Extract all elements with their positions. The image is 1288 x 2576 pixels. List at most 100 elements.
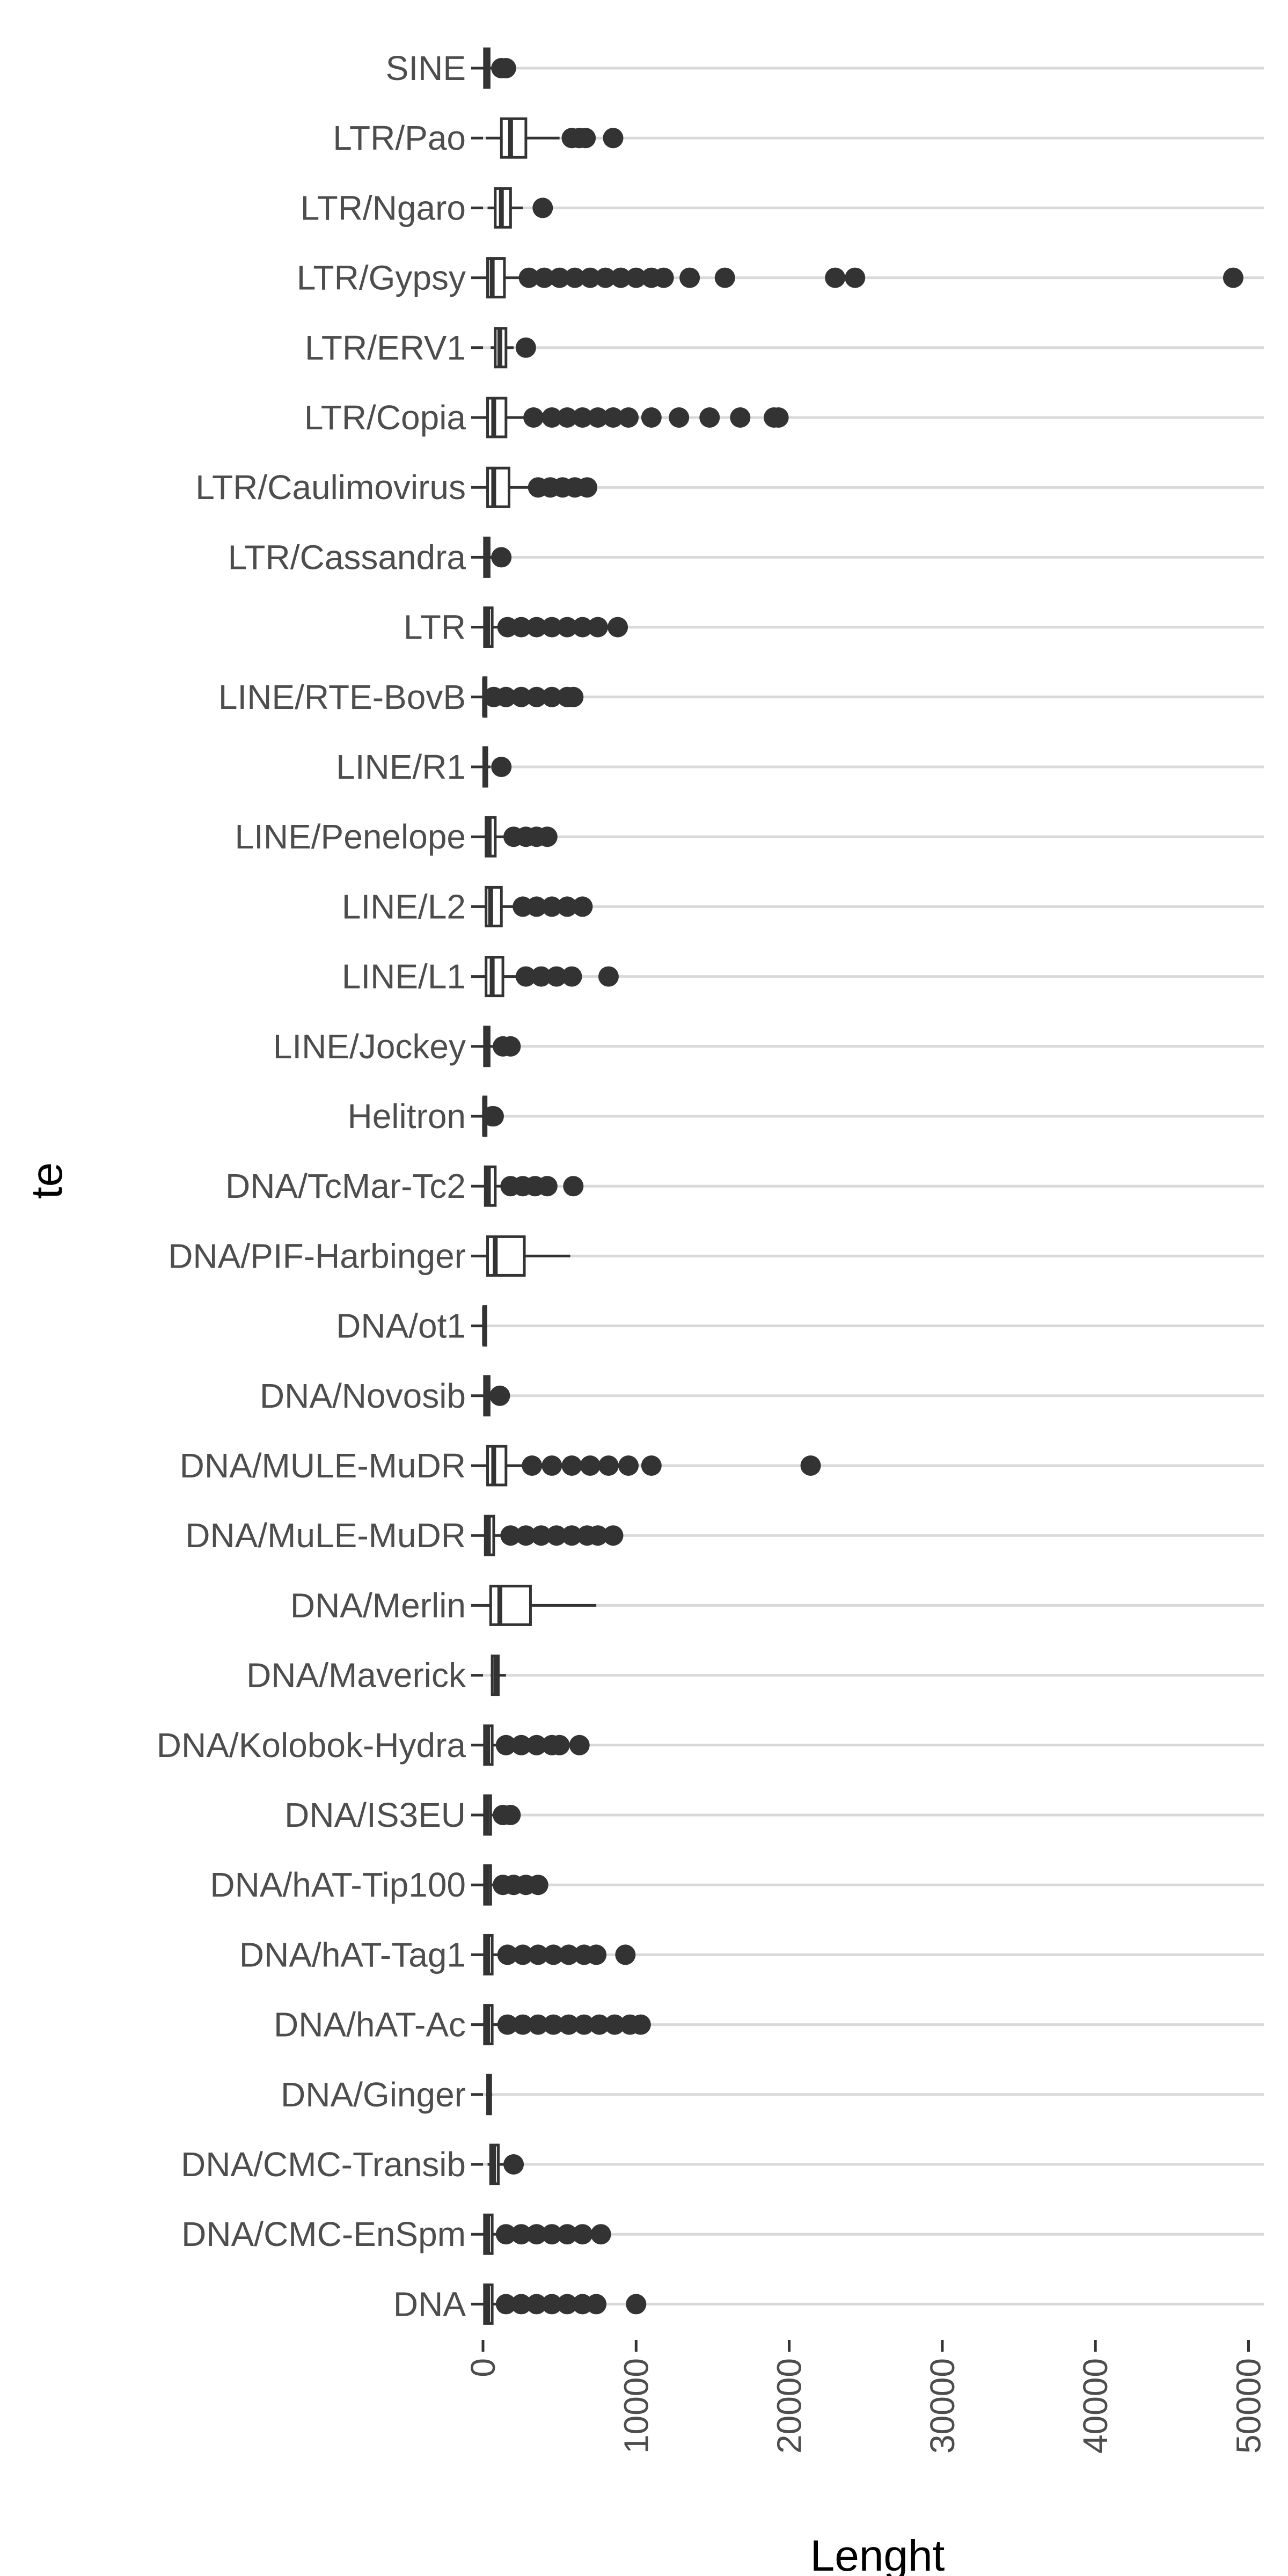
outlier-point <box>549 1735 570 1755</box>
outlier-point <box>561 1525 582 1546</box>
outlier-point <box>610 267 631 288</box>
y-tick-label: LTR/Pao <box>333 119 466 157</box>
x-tick-label: 20000 <box>770 2358 809 2454</box>
outlier-point <box>511 686 532 707</box>
outlier-point <box>845 267 866 288</box>
y-tick-label: DNA/hAT-Tip100 <box>210 1865 466 1904</box>
outlier-point <box>608 617 628 638</box>
outlier-point <box>641 407 662 428</box>
outlier-point <box>557 896 577 917</box>
x-tick-label: 10000 <box>617 2358 655 2454</box>
outlier-point <box>531 1525 552 1546</box>
outlier-point <box>546 1525 567 1546</box>
outlier-point <box>528 1944 548 1965</box>
box <box>486 397 508 438</box>
y-axis-title: te <box>23 1162 71 1199</box>
y-tick-label: DNA <box>393 2285 466 2323</box>
outlier-point <box>641 1455 662 1476</box>
outlier-point <box>653 267 674 288</box>
y-tick-label: LTR/Caulimovirus <box>195 468 466 507</box>
y-tick-label: LINE/RTE-BovB <box>218 678 466 716</box>
outlier-point <box>577 477 597 498</box>
outlier-point <box>699 407 720 428</box>
outlier-point <box>541 2224 562 2245</box>
y-tick-label: DNA/Ginger <box>281 2075 466 2114</box>
outlier-point <box>541 686 562 707</box>
outlier-point <box>500 1036 521 1057</box>
outlier-point <box>580 1455 601 1476</box>
outlier-point <box>515 1525 536 1546</box>
outlier-point <box>569 1735 590 1755</box>
outlier-point <box>511 2224 532 2245</box>
outlier-point <box>537 826 558 847</box>
y-tick-label: LINE/L1 <box>342 957 466 996</box>
outlier-point <box>630 2014 651 2035</box>
x-axis-title: Lenght <box>810 2531 945 2576</box>
outlier-point <box>537 1176 558 1197</box>
outlier-point <box>526 2294 547 2315</box>
outlier-point <box>495 686 516 707</box>
y-tick-label: LINE/R1 <box>336 748 466 786</box>
outlier-point <box>615 1944 636 1965</box>
outlier-point <box>561 1455 582 1476</box>
outlier-point <box>557 2224 577 2245</box>
outlier-point <box>526 686 547 707</box>
outlier-point <box>604 2014 625 2035</box>
x-tick-label: 0 <box>464 2358 502 2377</box>
outlier-point <box>513 1944 533 1965</box>
outlier-point <box>563 686 584 707</box>
outlier-point <box>572 2224 593 2245</box>
outlier-point <box>558 1944 579 1965</box>
outlier-point <box>714 267 735 288</box>
outlier-point <box>491 757 512 777</box>
outlier-point <box>495 1735 516 1755</box>
outlier-point <box>511 2294 532 2315</box>
y-tick-label: DNA/Novosib <box>260 1377 466 1415</box>
box <box>489 1584 532 1626</box>
x-axis: 0 10000 20000 30000 40000 50000 <box>464 2340 1268 2454</box>
outlier-point <box>549 267 570 288</box>
y-tick-label: DNA/Merlin <box>290 1586 466 1624</box>
outlier-point <box>541 617 562 638</box>
outlier-point <box>598 966 619 987</box>
outlier-point <box>523 407 544 428</box>
outlier-point <box>557 617 577 638</box>
outlier-point <box>586 2294 607 2315</box>
outlier-point <box>531 966 552 987</box>
grid-lines <box>483 67 1264 2306</box>
y-tick-label: DNA/IS3EU <box>284 1796 466 1834</box>
outlier-point <box>800 1455 821 1476</box>
outlier-point <box>526 1735 547 1755</box>
y-tick-label: LINE/Jockey <box>273 1027 466 1066</box>
y-tick-label: LINE/Penelope <box>235 817 466 856</box>
y-tick-label: DNA/Maverick <box>246 1656 466 1695</box>
x-tick-label: 50000 <box>1229 2358 1268 2454</box>
outlier-point <box>590 2224 611 2245</box>
y-tick-label: DNA/ot1 <box>336 1307 466 1345</box>
outlier-point <box>603 407 624 428</box>
outlier-point <box>495 2294 516 2315</box>
outlier-point <box>626 267 647 288</box>
outlier-point <box>500 1525 521 1546</box>
y-tick-label: DNA/MuLE-MuDR <box>185 1516 466 1555</box>
outlier-point <box>541 407 562 428</box>
y-tick-label: LTR/Ngaro <box>301 188 466 227</box>
y-tick-label: LTR/Copia <box>304 398 466 437</box>
outlier-point <box>526 896 547 917</box>
outlier-point <box>679 267 700 288</box>
outlier-point <box>618 1455 639 1476</box>
y-tick-label: DNA/hAT-Ac <box>274 2006 466 2044</box>
outlier-point <box>513 2014 533 2035</box>
y-tick-label: DNA/CMC-Transib <box>181 2145 466 2184</box>
outlier-point <box>669 407 690 428</box>
outlier-point <box>587 407 608 428</box>
x-tick-label: 30000 <box>923 2358 962 2454</box>
box <box>500 117 528 159</box>
y-tick-label: LTR/ERV1 <box>305 328 466 367</box>
outlier-point <box>541 896 562 917</box>
outlier-point <box>518 267 539 288</box>
outlier-point <box>528 1875 548 1896</box>
outlier-point <box>825 267 846 288</box>
outlier-point <box>561 966 582 987</box>
